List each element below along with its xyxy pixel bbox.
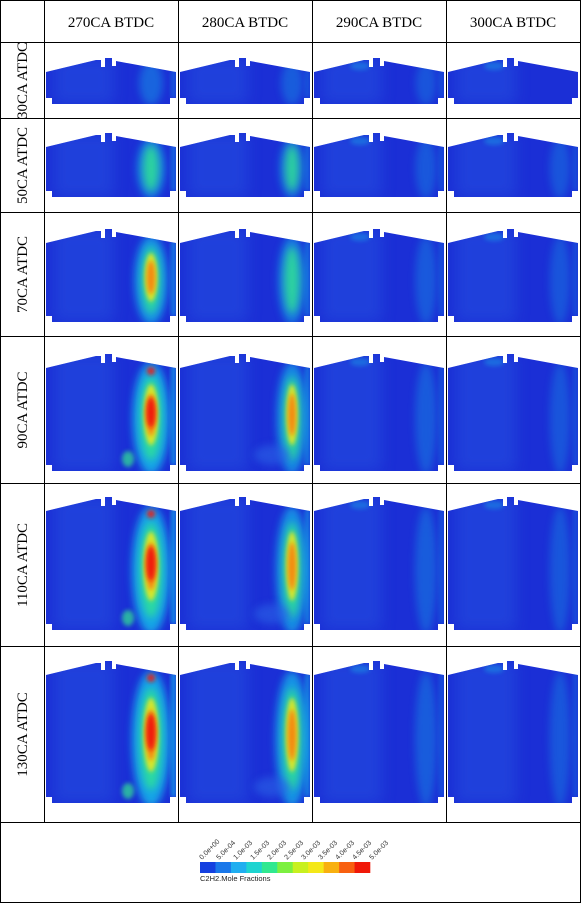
- contour-panel: [180, 497, 310, 630]
- contour-panel: [46, 58, 176, 104]
- colorbar-swatch: [292, 862, 309, 873]
- contour-panel: [180, 229, 310, 322]
- contour-panel: [180, 133, 310, 197]
- contour-panel: [314, 497, 444, 630]
- colorbar-tick-label: 5.0e-03: [368, 840, 390, 862]
- colorbar-swatch: [230, 862, 247, 873]
- contour-panel: [46, 354, 176, 471]
- column-header-270: 270CA BTDC: [68, 15, 154, 31]
- column-header-280: 280CA BTDC: [202, 15, 288, 31]
- column-header-300: 300CA BTDC: [470, 15, 556, 31]
- column-header-290: 290CA BTDC: [336, 15, 422, 31]
- contour-panel: [448, 229, 578, 322]
- contour-panel: [314, 133, 444, 197]
- row-label-90: 90CA ATDC: [15, 371, 31, 448]
- colorbar-swatch: [246, 862, 263, 873]
- colorbar-swatch: [323, 862, 340, 873]
- colorbar-swatch: [339, 862, 355, 873]
- contour-panel: [314, 229, 444, 322]
- row-label-70: 70CA ATDC: [15, 236, 31, 313]
- contour-panel: [448, 133, 578, 197]
- contour-panel: [180, 354, 310, 471]
- contour-panel: [314, 661, 444, 803]
- contour-panel: [46, 497, 176, 630]
- colorbar-swatch: [215, 862, 232, 873]
- contour-panel: [448, 58, 578, 104]
- colorbar: 0.0e+005.0e-041.0e-031.5e-032.0e-032.5e-…: [198, 838, 390, 873]
- contour-panel: [448, 354, 578, 471]
- contour-panel: [46, 133, 176, 197]
- row-label-30: 30CA ATDC: [15, 42, 31, 119]
- colorbar-title: C2H2.Mole Fractions: [200, 874, 271, 883]
- contour-panel: [314, 58, 444, 104]
- colorbar-swatch: [277, 862, 294, 873]
- colorbar-swatch: [200, 862, 216, 873]
- contour-panel: [180, 58, 310, 104]
- contour-plots: [46, 58, 578, 803]
- contour-panel: [46, 661, 176, 803]
- colorbar-swatch: [261, 862, 278, 873]
- contour-panel: [448, 661, 578, 803]
- row-label-110: 110CA ATDC: [15, 523, 31, 607]
- contour-panel: [46, 229, 176, 322]
- row-label-50: 50CA ATDC: [15, 127, 31, 204]
- row-label-130: 130CA ATDC: [15, 692, 31, 777]
- contour-panel: [180, 661, 310, 803]
- contour-panel: [314, 354, 444, 471]
- contour-panel: [448, 497, 578, 630]
- colorbar-swatch: [354, 862, 371, 873]
- colorbar-swatch: [308, 862, 324, 873]
